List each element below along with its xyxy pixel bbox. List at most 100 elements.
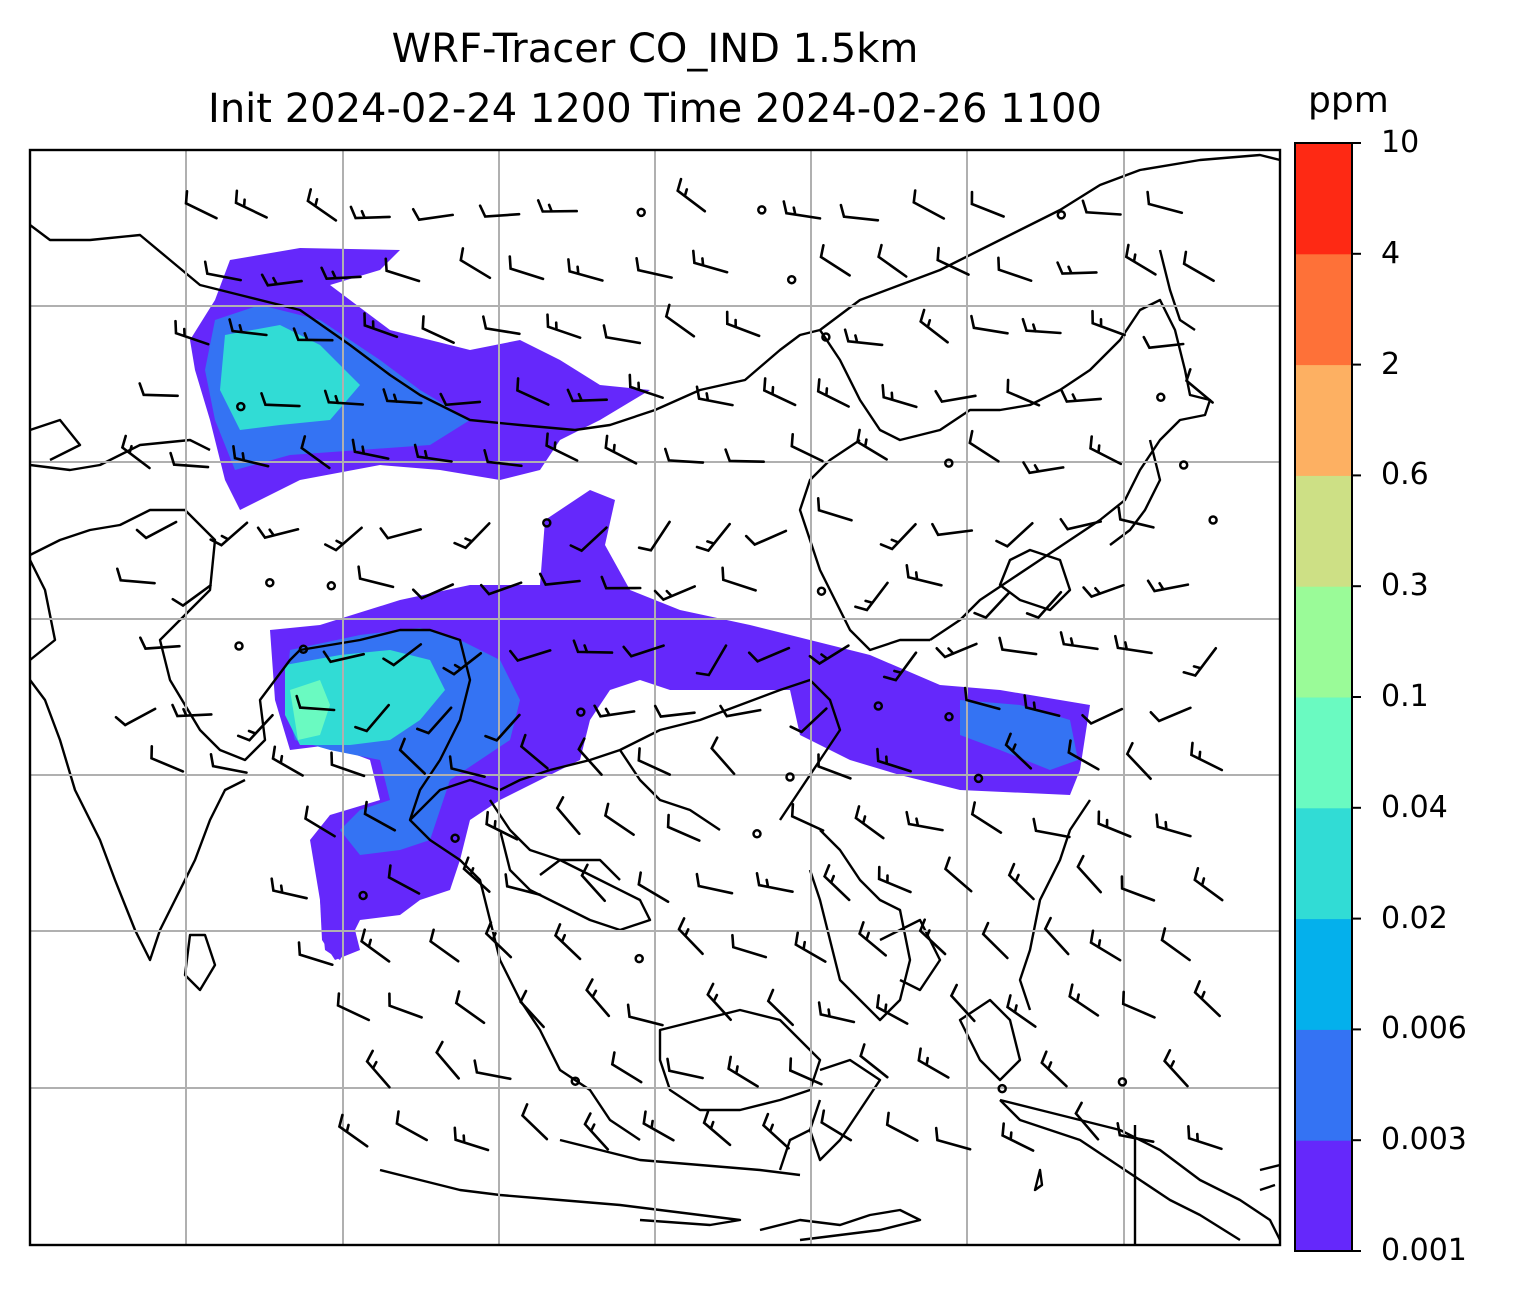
wind-barb xyxy=(943,856,973,893)
wind-barb xyxy=(823,864,851,902)
wind-calm-circle xyxy=(326,581,337,591)
wind-barb xyxy=(725,310,761,338)
wind-barb xyxy=(610,1051,643,1084)
wind-barb xyxy=(536,199,578,213)
wind-barb xyxy=(819,244,851,277)
wind-barb xyxy=(719,704,762,718)
wind-barb xyxy=(320,266,362,281)
wind-calm-circle xyxy=(298,644,309,655)
wind-barb xyxy=(363,312,399,339)
wind-barb xyxy=(322,650,365,664)
wind-barb xyxy=(429,928,460,963)
wind-barb xyxy=(336,992,371,1022)
colorbar-tick-label: 0.001 xyxy=(1381,1233,1467,1268)
wind-barb xyxy=(1025,590,1063,620)
wind-barb xyxy=(1125,741,1152,780)
wind-barb xyxy=(395,1110,428,1142)
wind-calm-circle xyxy=(1178,460,1189,470)
wind-barb xyxy=(761,1112,790,1150)
wind-barb xyxy=(1146,579,1190,593)
wind-barb xyxy=(411,207,454,222)
colorbar-segment xyxy=(1295,1140,1352,1252)
colorbar-tick-label: 0.006 xyxy=(1381,1011,1467,1047)
wind-barb xyxy=(839,203,880,222)
wind-barb xyxy=(413,443,453,463)
wind-barb xyxy=(702,1110,732,1147)
colorbar-segment xyxy=(1295,1029,1352,1141)
wind-barb xyxy=(603,802,635,836)
wind-barb xyxy=(1001,1122,1035,1152)
wind-barb xyxy=(1193,867,1224,902)
wind-calm-circle xyxy=(570,1076,581,1086)
wind-calm-circle xyxy=(944,458,954,468)
wind-barb xyxy=(1155,813,1192,838)
wind-barb xyxy=(695,872,734,895)
wind-barb xyxy=(879,523,917,551)
wind-barb xyxy=(295,694,336,712)
wind-barb xyxy=(1187,1125,1223,1151)
wind-calm-circle xyxy=(358,890,368,901)
wind-barb xyxy=(1116,1122,1155,1143)
plume-central-high xyxy=(285,650,445,745)
colorbar-tick-label: 0.04 xyxy=(1381,789,1448,825)
wind-barb xyxy=(297,941,334,966)
wind-barb xyxy=(877,243,908,278)
colorbar-segment xyxy=(1295,697,1352,809)
wind-barb xyxy=(1067,739,1100,771)
wind-barb xyxy=(970,801,1003,834)
wind-barb xyxy=(349,205,391,220)
wind-barb xyxy=(626,1003,664,1027)
wind-calm-circle xyxy=(873,701,884,711)
wind-barb xyxy=(585,978,611,1018)
wind-barb xyxy=(766,988,794,1027)
wind-barb xyxy=(114,707,157,727)
wind-barb xyxy=(1081,199,1122,216)
wind-barb xyxy=(1120,875,1156,902)
wind-barb xyxy=(628,373,664,399)
wind-barb xyxy=(931,522,974,537)
wind-calm-circle xyxy=(944,712,954,722)
wind-barb xyxy=(577,737,603,776)
wind-calm-circle xyxy=(265,577,275,588)
wind-barb xyxy=(593,704,636,718)
wind-barb xyxy=(949,983,976,1023)
wind-barb xyxy=(209,521,249,547)
wind-barb xyxy=(509,649,552,663)
plume-north-high xyxy=(220,325,360,430)
wind-barb xyxy=(935,642,978,659)
wind-barb xyxy=(642,1110,675,1142)
wind-barb xyxy=(789,707,828,734)
wind-barb xyxy=(171,584,212,608)
wind-barb xyxy=(1007,862,1035,901)
wind-barb xyxy=(387,864,421,895)
wind-calm-circle xyxy=(636,207,646,218)
colorbar-tick-label: 0.003 xyxy=(1381,1122,1467,1158)
wind-barb xyxy=(1193,980,1221,1018)
wind-barb xyxy=(520,1103,549,1141)
wind-barb xyxy=(1182,647,1218,677)
wind-barb xyxy=(1081,707,1124,726)
wind-calm-circle xyxy=(236,401,246,412)
wind-calm-circle xyxy=(634,953,644,964)
wind-barb xyxy=(664,303,696,338)
wind-barb xyxy=(260,392,301,408)
wind-barb xyxy=(382,388,423,405)
wind-barb xyxy=(856,428,888,461)
colorbar-tick-label: 0.02 xyxy=(1381,900,1448,936)
wind-barb xyxy=(817,1001,856,1024)
wind-calm-circle xyxy=(576,707,586,717)
wind-barb xyxy=(995,522,1034,548)
wind-calm-circle xyxy=(785,772,795,782)
wind-barb xyxy=(858,921,887,957)
wind-barb xyxy=(228,318,268,337)
wind-barb xyxy=(1146,190,1184,215)
colorbar-unit-label: ppm xyxy=(1308,80,1389,121)
wind-barb xyxy=(1160,927,1191,962)
wind-barb xyxy=(1117,506,1155,529)
wind-barb xyxy=(918,918,947,956)
wind-barb xyxy=(260,273,303,287)
wind-barb xyxy=(1184,368,1214,404)
wind-calm-circle xyxy=(1056,210,1067,220)
wind-barb xyxy=(973,591,1011,620)
